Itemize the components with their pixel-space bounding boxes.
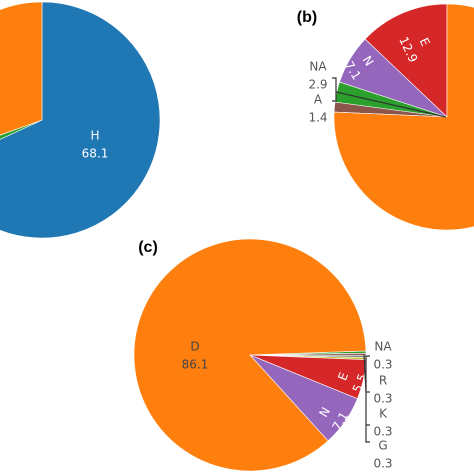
slice-category: NA	[374, 340, 392, 354]
slice-category: D	[190, 340, 199, 354]
panel-label: (c)	[138, 239, 158, 256]
slice-value: 1.4	[308, 111, 327, 125]
slice-category: H	[90, 129, 99, 143]
pie-slice	[133, 238, 367, 472]
pie	[0, 1, 161, 239]
pie-slice	[0, 1, 43, 136]
slice-label: H 68.1	[82, 129, 109, 161]
slice-value: 2.9	[308, 78, 327, 92]
callout-line	[363, 354, 367, 393]
panel-label: (b)	[297, 9, 317, 26]
pie-slice	[0, 119, 43, 140]
slice-label: R 0.3	[373, 374, 392, 406]
slice-value: 0.3	[373, 425, 392, 439]
slice-category: R	[379, 374, 387, 388]
pie	[333, 3, 474, 231]
slice-value: 0.3	[373, 457, 392, 471]
slice-label: K 0.3	[373, 407, 392, 439]
slice-category: G	[378, 439, 387, 453]
slice-label: G 0.3	[373, 439, 392, 471]
slice-label: NA 2.9	[308, 60, 327, 92]
pie-slice	[0, 1, 161, 239]
pie-slice	[333, 3, 474, 231]
slice-value: 68.1	[82, 147, 109, 161]
slice-value: 86.1	[182, 358, 209, 372]
slice-category: NA	[309, 60, 327, 74]
slice-label: D 86.1	[182, 340, 209, 372]
callout-bracket	[365, 355, 370, 443]
callout-line	[335, 91, 447, 118]
slice-category: K	[379, 407, 388, 421]
callout-bracket	[332, 77, 337, 102]
pie	[133, 238, 367, 472]
slice-label: A 1.4	[308, 93, 327, 125]
pie-slice	[364, 3, 448, 118]
slice-value: 0.3	[373, 358, 392, 372]
slice-value: 0.3	[373, 392, 392, 406]
slice-category: A	[314, 93, 323, 107]
slice-label: NA 0.3	[373, 340, 392, 372]
